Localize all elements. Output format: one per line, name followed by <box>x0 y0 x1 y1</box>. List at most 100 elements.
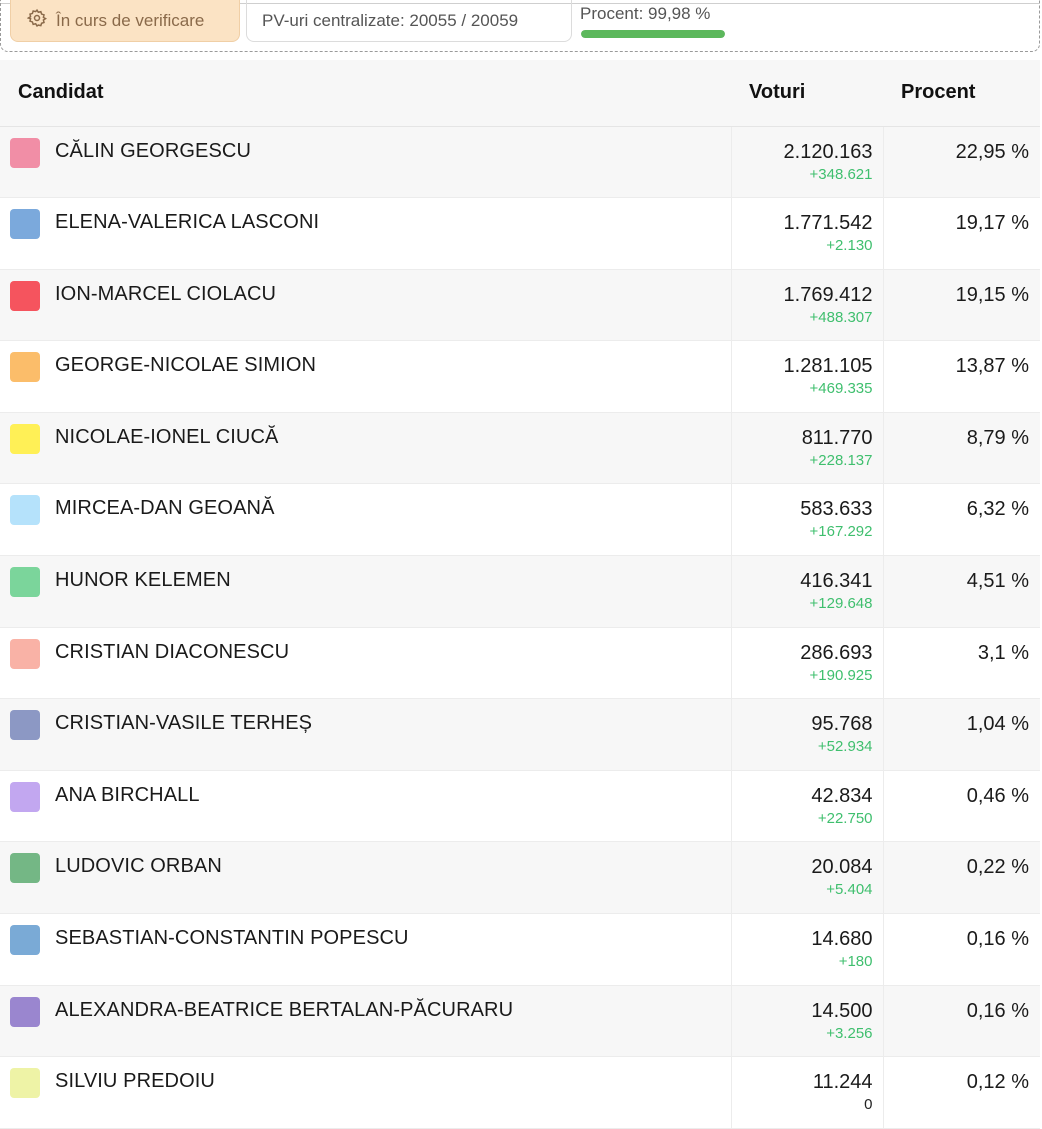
votes-delta: +180 <box>838 953 873 971</box>
table-row: NICOLAE-IONEL CIUCĂ 811.770 +228.137 8,79 % <box>0 412 1040 485</box>
table-row: ION-MARCEL CIOLACU 1.769.412 +488.307 19,15… <box>0 269 1040 342</box>
percent-cell: 0,22 % <box>883 841 1040 915</box>
percent-cell: 8,79 % <box>883 412 1040 485</box>
pv-counter: PV-uri centralizate: 20055 / 20059 <box>246 0 572 42</box>
table-row: HUNOR KELEMEN 416.341 +129.648 4,51 % <box>0 555 1040 628</box>
table-row: CRISTIAN-VASILE TERHEȘ 95.768 +52.934 1,04 … <box>0 698 1040 771</box>
votes-delta: +228.137 <box>809 451 873 469</box>
votes-value: 14.680 <box>811 928 873 951</box>
candidate-cell: ELENA-VALERICA LASCONI <box>0 197 731 270</box>
votes-value: 811.770 <box>801 426 873 449</box>
percent-value: 0,22 % <box>966 856 1029 879</box>
votes-value: 1.771.542 <box>783 212 873 235</box>
votes-delta: 0 <box>864 1096 873 1114</box>
votes-delta: +2.130 <box>826 237 873 255</box>
candidate-cell: NICOLAE-IONEL CIUCĂ <box>0 412 731 485</box>
votes-delta: +22.750 <box>817 809 873 827</box>
candidate-cell: GEORGE-NICOLAE SIMION <box>0 340 731 413</box>
table-header-row: Candidat Voturi Procent <box>0 60 1040 127</box>
candidate-name: NICOLAE-IONEL CIUCĂ <box>55 425 279 448</box>
candidate-cell: ALEXANDRA-BEATRICE BERTALAN-PĂCURARU <box>0 985 731 1058</box>
header-percent[interactable]: Procent <box>883 60 1040 127</box>
votes-cell: 95.768 +52.934 <box>730 698 884 771</box>
percent-cell: 0,46 % <box>883 770 1040 843</box>
votes-cell: 20.084 +5.404 <box>730 841 884 915</box>
votes-cell: 583.633 +167.292 <box>730 483 884 557</box>
header-votes[interactable]: Voturi <box>731 60 883 127</box>
votes-cell: 416.341 +129.648 <box>730 555 884 628</box>
candidate-name: CĂLIN GEORGESCU <box>55 139 251 162</box>
percent-cell: 19,17 % <box>883 197 1040 270</box>
percent-value: 0,16 % <box>966 928 1029 951</box>
votes-delta: +129.648 <box>809 595 873 613</box>
percent-value: 19,15 % <box>955 283 1029 306</box>
percent-value: 0,16 % <box>966 999 1029 1022</box>
percent-value: 4,51 % <box>966 570 1029 593</box>
candidate-color-swatch <box>10 1068 40 1099</box>
candidate-name: GEORGE-NICOLAE SIMION <box>55 354 317 377</box>
candidate-name: SILVIU PREDOIU <box>55 1070 215 1093</box>
table-row: ANA BIRCHALL 42.834 +22.750 0,46 % <box>0 770 1040 843</box>
table-row: SILVIU PREDOIU 11.244 0 0,12 % <box>0 1056 1040 1129</box>
percent-cell: 1,04 % <box>883 698 1040 771</box>
percent-cell: 0,16 % <box>883 913 1040 986</box>
candidate-color-swatch <box>10 137 40 168</box>
percent-cell: 3,1 % <box>883 627 1040 700</box>
votes-value: 1.769.412 <box>783 283 873 306</box>
percent-value: 0,46 % <box>966 784 1029 807</box>
candidate-color-swatch <box>10 781 40 812</box>
candidate-name: ANA BIRCHALL <box>55 783 200 806</box>
candidate-cell: CRISTIAN DIACONESCU <box>0 627 731 700</box>
percent-value: 1,04 % <box>966 713 1029 736</box>
candidate-name: HUNOR KELEMEN <box>55 569 231 592</box>
votes-value: 2.120.163 <box>783 140 873 163</box>
votes-delta: +5.404 <box>826 881 873 899</box>
votes-delta: +3.256 <box>826 1024 873 1042</box>
votes-value: 583.633 <box>800 498 873 521</box>
votes-value: 1.281.105 <box>783 355 873 378</box>
percent-value: 6,32 % <box>966 498 1029 521</box>
progress-track <box>581 30 725 38</box>
table-row: MIRCEA-DAN GEOANĂ 583.633 +167.292 6,32 % <box>0 483 1040 557</box>
status-label: În curs de verificare <box>56 10 205 30</box>
candidate-color-swatch <box>10 280 40 311</box>
votes-value: 11.244 <box>812 1071 873 1094</box>
candidate-name: ALEXANDRA-BEATRICE BERTALAN-PĂCURARU <box>55 998 514 1021</box>
candidate-name: SEBASTIAN-CONSTANTIN POPESCU <box>55 927 409 950</box>
candidate-cell: LUDOVIC ORBAN <box>0 841 731 915</box>
votes-value: 286.693 <box>800 641 873 664</box>
votes-value: 20.084 <box>811 856 873 879</box>
candidate-name: CRISTIAN DIACONESCU <box>55 640 290 663</box>
candidate-cell: ANA BIRCHALL <box>0 770 731 843</box>
progress-fill <box>581 30 725 38</box>
votes-cell: 11.244 0 <box>730 1056 884 1129</box>
percent-cell: 0,16 % <box>883 985 1040 1058</box>
votes-cell: 42.834 +22.750 <box>730 770 884 843</box>
percent-value: 13,87 % <box>955 355 1029 378</box>
candidate-name: CRISTIAN-VASILE TERHEȘ <box>55 712 313 735</box>
candidate-cell: SILVIU PREDOIU <box>0 1056 731 1129</box>
table-row: ALEXANDRA-BEATRICE BERTALAN-PĂCURARU 14.5… <box>0 985 1040 1058</box>
status-badge[interactable]: În curs de verificare <box>10 0 240 42</box>
header-candidate[interactable]: Candidat <box>0 60 731 127</box>
candidate-cell: SEBASTIAN-CONSTANTIN POPESCU <box>0 913 731 986</box>
percent-cell: 13,87 % <box>883 340 1040 413</box>
votes-value: 42.834 <box>811 784 873 807</box>
votes-cell: 1.771.542 +2.130 <box>730 197 884 270</box>
percent-value: 3,1 % <box>977 641 1029 664</box>
candidate-cell: CĂLIN GEORGESCU <box>0 126 731 199</box>
candidate-color-swatch <box>10 352 40 383</box>
votes-value: 416.341 <box>800 570 873 593</box>
candidate-color-swatch <box>10 567 40 598</box>
candidate-color-swatch <box>10 495 40 526</box>
percent-value: 8,79 % <box>966 426 1029 449</box>
votes-cell: 286.693 +190.925 <box>730 627 884 700</box>
candidate-color-swatch <box>10 996 40 1027</box>
candidate-cell: CRISTIAN-VASILE TERHEȘ <box>0 698 731 771</box>
table-row: GEORGE-NICOLAE SIMION 1.281.105 +469.335 13… <box>0 340 1040 413</box>
table-row: LUDOVIC ORBAN 20.084 +5.404 0,22 % <box>0 841 1040 915</box>
candidate-cell: HUNOR KELEMEN <box>0 555 731 628</box>
votes-cell: 14.500 +3.256 <box>730 985 884 1058</box>
candidate-color-swatch <box>10 925 40 956</box>
table-row: ELENA-VALERICA LASCONI 1.771.542 +2.130 19,… <box>0 197 1040 270</box>
